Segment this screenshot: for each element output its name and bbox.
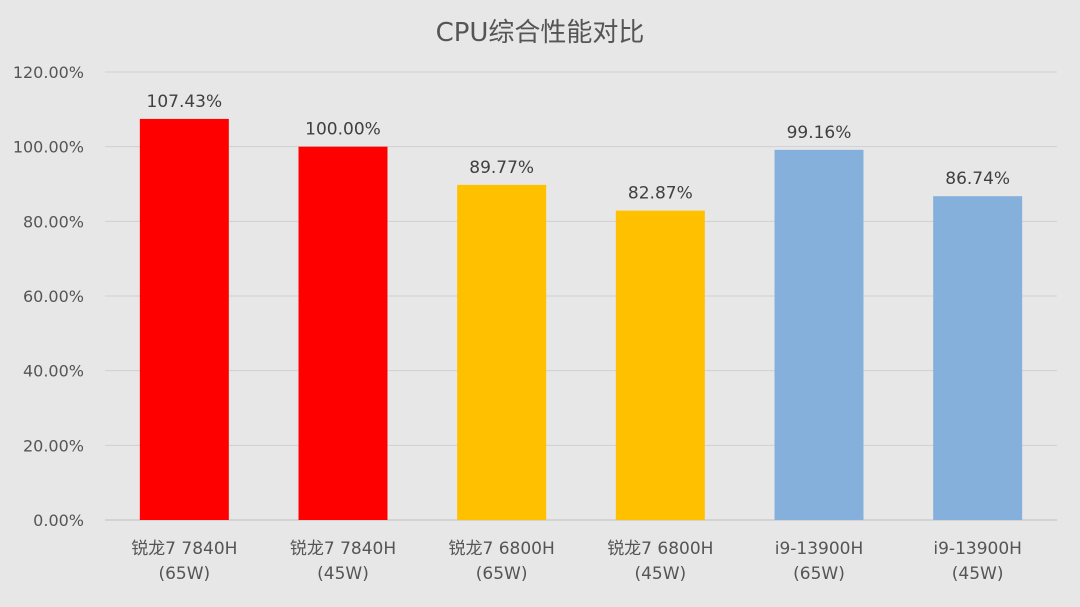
- y-tick-label: 40.00%: [23, 362, 84, 381]
- bar: [457, 184, 547, 520]
- bar: [139, 118, 229, 520]
- bar: [615, 210, 705, 521]
- x-tick-label: 锐龙7 6800H: [449, 539, 555, 559]
- x-tick-label: i9-13900H: [775, 539, 864, 559]
- x-tick-label: (45W): [952, 564, 1004, 584]
- data-label: 99.16%: [787, 123, 852, 143]
- bar: [933, 196, 1023, 521]
- y-tick-label: 0.00%: [33, 511, 84, 530]
- x-tick-label: (65W): [476, 564, 528, 584]
- x-tick-label: 锐龙7 6800H: [607, 539, 713, 559]
- y-tick-label: 80.00%: [23, 212, 84, 231]
- data-label: 82.87%: [628, 184, 693, 204]
- x-tick-label: 锐龙7 7840H: [290, 539, 396, 559]
- data-label: 89.77%: [469, 158, 534, 178]
- chart-title: CPU综合性能对比: [435, 18, 645, 48]
- y-tick-label: 100.00%: [13, 138, 84, 157]
- x-tick-label: (65W): [158, 564, 210, 584]
- bar: [774, 149, 864, 520]
- bar: [298, 146, 388, 520]
- y-tick-label: 60.00%: [23, 287, 84, 306]
- x-tick-label: 锐龙7 7840H: [131, 539, 237, 559]
- x-tick-label: (65W): [793, 564, 845, 584]
- data-label: 86.74%: [945, 169, 1010, 189]
- y-tick-label: 120.00%: [13, 63, 84, 82]
- y-tick-label: 20.00%: [23, 436, 84, 455]
- data-label: 107.43%: [147, 92, 223, 112]
- data-label: 100.00%: [305, 120, 381, 140]
- x-tick-label: (45W): [634, 564, 686, 584]
- x-tick-label: (45W): [317, 564, 369, 584]
- x-tick-label: i9-13900H: [933, 539, 1022, 559]
